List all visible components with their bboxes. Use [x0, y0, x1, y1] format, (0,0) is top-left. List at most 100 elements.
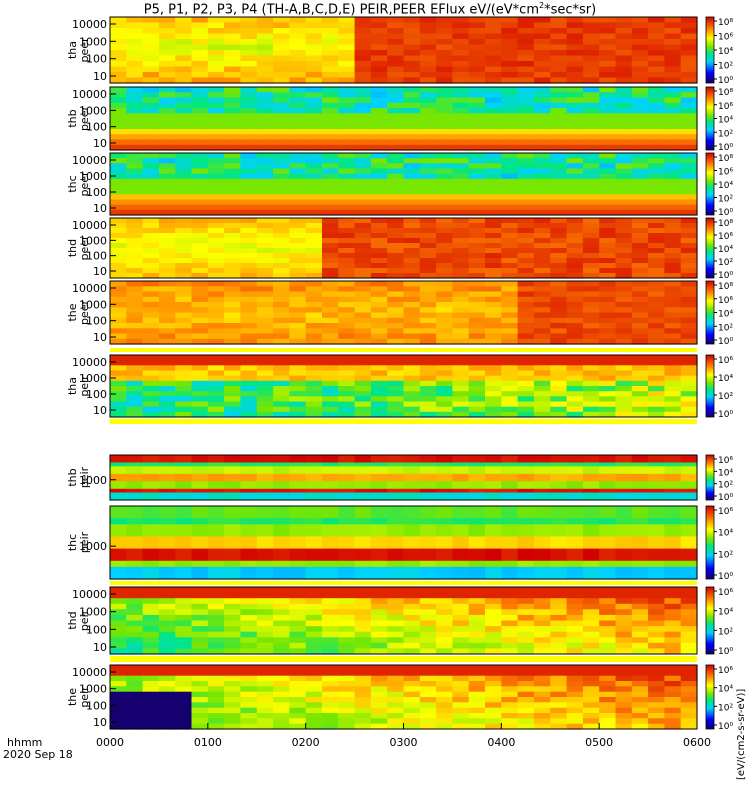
heatmap-cell	[322, 273, 339, 279]
heatmap-cell	[191, 317, 209, 324]
heatmap-cell	[468, 243, 486, 249]
heatmap-cell	[142, 492, 160, 497]
heatmap-cell	[322, 223, 339, 229]
heatmap-cell	[207, 97, 225, 104]
heatmap-cell	[468, 488, 486, 494]
heatmap-cell	[207, 291, 225, 298]
heatmap-cell	[517, 554, 535, 562]
heatmap-cell	[322, 50, 339, 57]
heatmap-cell	[485, 496, 502, 501]
heatmap-cell	[680, 199, 698, 206]
heatmap-cell	[224, 66, 241, 73]
heatmap-cell	[648, 168, 665, 175]
heatmap-cell	[207, 134, 225, 141]
heatmap-cell	[224, 268, 241, 274]
heatmap-cell	[387, 153, 405, 159]
heatmap-cell	[175, 178, 193, 185]
heatmap-cell	[517, 598, 535, 605]
heatmap-cell	[582, 139, 600, 146]
heatmap-cell	[566, 370, 584, 377]
heatmap-cell	[158, 113, 176, 120]
heatmap-cell	[566, 228, 584, 234]
heatmap-cell	[680, 566, 698, 574]
heatmap-cell	[436, 496, 453, 501]
heatmap-cell	[175, 66, 193, 73]
heatmap-cell	[648, 637, 665, 644]
heatmap-cell	[468, 281, 486, 287]
heatmap-cell	[207, 665, 225, 671]
heatmap-cell	[322, 665, 339, 671]
heatmap-cell	[207, 481, 225, 486]
heatmap-cell	[322, 406, 339, 413]
heatmap-cell	[158, 542, 176, 550]
heatmap-cell	[615, 317, 633, 324]
heatmap-cell	[468, 518, 486, 525]
heatmap-cell	[680, 28, 698, 35]
heatmap-cell	[126, 566, 144, 574]
heatmap-cell	[615, 253, 633, 259]
heatmap-cell	[485, 406, 502, 413]
heatmap-cell	[207, 380, 225, 387]
heatmap-cell	[191, 123, 209, 130]
heatmap-cell	[501, 263, 519, 269]
heatmap-cell	[240, 61, 258, 68]
heatmap-cell	[126, 44, 144, 51]
heatmap-cell	[158, 620, 176, 627]
heatmap-cell	[615, 258, 633, 264]
heatmap-cell	[354, 396, 372, 403]
heatmap-cell	[680, 281, 698, 287]
heatmap-cell	[680, 386, 698, 392]
heatmap-cell	[485, 129, 502, 135]
heatmap-cell	[664, 620, 682, 627]
heatmap-cell	[566, 466, 584, 471]
heatmap-cell	[664, 338, 682, 345]
heatmap-cell	[126, 620, 144, 627]
heatmap-cell	[680, 375, 698, 382]
heatmap-cell	[615, 228, 633, 234]
heatmap-cell	[599, 697, 617, 703]
heatmap-cell	[452, 530, 470, 537]
heatmap-cell	[582, 66, 600, 73]
heatmap-cell	[680, 134, 698, 141]
heatmap-cell	[110, 333, 127, 340]
heatmap-cell	[256, 614, 274, 622]
heatmap-cell	[126, 686, 144, 693]
heatmap-cell	[110, 360, 127, 366]
heatmap-cell	[485, 355, 502, 361]
heatmap-cell	[664, 598, 682, 605]
heatmap-cell	[338, 61, 356, 68]
heatmap-cell	[485, 223, 502, 229]
data-gap-strip	[110, 656, 697, 662]
data-gap-strip	[110, 581, 697, 585]
heatmap-cell	[387, 518, 405, 525]
heatmap-cell	[175, 312, 193, 319]
heatmap-cell	[256, 642, 274, 649]
heatmap-cell	[256, 723, 274, 730]
heatmap-cell	[370, 386, 388, 392]
heatmap-cell	[485, 228, 502, 234]
heatmap-cell	[158, 61, 176, 68]
heatmap-cell	[631, 702, 649, 709]
heatmap-cell	[191, 670, 209, 677]
heatmap-cell	[631, 17, 649, 24]
heatmap-cell	[224, 675, 241, 682]
heatmap-cell	[436, 637, 453, 644]
heatmap-cell	[256, 396, 274, 403]
heatmap-cell	[273, 61, 290, 68]
heatmap-cell	[158, 406, 176, 413]
heatmap-cell	[191, 455, 209, 460]
heatmap-cell	[322, 333, 339, 340]
heatmap-cell	[680, 204, 698, 211]
heatmap-cell	[517, 626, 535, 633]
heatmap-cell	[615, 396, 633, 403]
heatmap-cell	[631, 466, 649, 471]
heatmap-cell	[370, 411, 388, 418]
heatmap-cell	[126, 411, 144, 418]
heatmap-cell	[468, 291, 486, 298]
heatmap-cell	[322, 55, 339, 62]
heatmap-cell	[305, 572, 323, 580]
heatmap-cell	[126, 302, 144, 308]
heatmap-cell	[207, 223, 225, 229]
heatmap-cell	[501, 380, 519, 387]
heatmap-cell	[615, 603, 633, 610]
